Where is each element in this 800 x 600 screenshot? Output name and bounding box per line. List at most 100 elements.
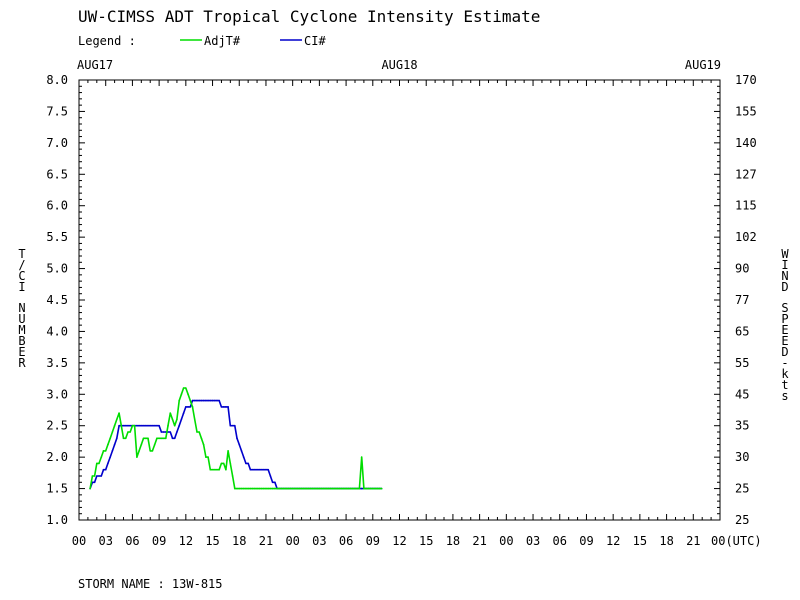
data-point-ci bbox=[162, 431, 165, 433]
data-point-adjt bbox=[365, 487, 367, 490]
data-point-adjt bbox=[323, 487, 325, 490]
data-point-adjt bbox=[282, 487, 285, 490]
data-point-adjt bbox=[133, 424, 136, 427]
data-point-ci bbox=[207, 399, 209, 402]
data-point-ci bbox=[262, 468, 265, 471]
data-point-adjt bbox=[249, 487, 252, 490]
data-point-adjt bbox=[289, 487, 292, 490]
y-tick-label-left: 7.0 bbox=[46, 136, 68, 150]
x-tick-label: 03 bbox=[98, 534, 112, 548]
data-point-adjt bbox=[325, 487, 327, 490]
data-point-adjt bbox=[209, 468, 212, 471]
y-tick-label-right: 65 bbox=[735, 324, 749, 338]
data-point-adjt bbox=[274, 487, 276, 490]
y-tick-label-right: 25 bbox=[735, 482, 749, 496]
x-tick-label: 03 bbox=[526, 534, 540, 548]
data-point-adjt bbox=[144, 437, 147, 440]
x-tick-label: 09 bbox=[579, 534, 593, 548]
data-point-ci bbox=[98, 475, 100, 477]
data-point-ci bbox=[238, 443, 241, 446]
data-point-adjt bbox=[329, 487, 332, 490]
date-labels: AUG17 AUG18 AUG19 bbox=[77, 58, 721, 72]
axis-title-char: I bbox=[781, 258, 788, 272]
data-point-ci bbox=[258, 468, 261, 471]
data-point-adjt bbox=[202, 443, 205, 446]
data-point-adjt bbox=[307, 487, 310, 490]
data-point-ci bbox=[200, 399, 203, 402]
x-tick-label: 21 bbox=[259, 534, 273, 548]
data-point-adjt bbox=[200, 437, 203, 440]
data-point-adjt bbox=[314, 487, 316, 490]
data-point-adjt bbox=[158, 437, 160, 440]
y-tick-label-left: 4.5 bbox=[46, 293, 68, 307]
data-point-adjt bbox=[162, 437, 165, 440]
axis-title-char: M bbox=[18, 323, 25, 337]
y-tick-label-left: 7.5 bbox=[46, 104, 68, 118]
data-point-ci bbox=[205, 399, 207, 402]
data-point-adjt bbox=[309, 487, 312, 490]
data-point-adjt bbox=[378, 487, 381, 490]
y-tick-label-right: 102 bbox=[735, 230, 757, 244]
data-point-adjt bbox=[140, 443, 143, 446]
data-point-ci bbox=[249, 468, 252, 471]
data-point-adjt bbox=[302, 487, 305, 490]
series-line-adjt bbox=[89, 387, 382, 490]
y-tick-label-right: 55 bbox=[735, 356, 749, 370]
data-point-adjt bbox=[129, 431, 131, 433]
data-point-adjt bbox=[305, 487, 307, 490]
y-tick-label-right: 77 bbox=[735, 293, 749, 307]
data-point-ci bbox=[169, 431, 172, 433]
data-point-ci bbox=[245, 462, 247, 465]
x-tick-label: 00 bbox=[72, 534, 86, 548]
series-line-ci bbox=[89, 399, 382, 490]
data-point-adjt bbox=[298, 487, 301, 490]
axis-title-char: s bbox=[781, 389, 788, 403]
data-point-adjt bbox=[131, 424, 134, 427]
x-tick-label: 15 bbox=[633, 534, 647, 548]
data-point-adjt bbox=[205, 456, 207, 458]
data-point-adjt bbox=[334, 487, 336, 490]
data-point-adjt bbox=[376, 487, 379, 490]
data-point-ci bbox=[127, 424, 129, 427]
data-point-adjt bbox=[374, 487, 376, 490]
axis-title-char: B bbox=[18, 334, 25, 348]
x-tick-label: 15 bbox=[419, 534, 433, 548]
data-point-ci bbox=[124, 424, 127, 427]
x-tick-label: 06 bbox=[125, 534, 139, 548]
data-point-ci bbox=[96, 475, 98, 477]
data-point-adjt bbox=[238, 487, 241, 490]
data-point-ci bbox=[158, 424, 160, 427]
data-point-ci bbox=[269, 475, 272, 477]
x-tick-label: 00 bbox=[499, 534, 513, 548]
data-point-ci bbox=[185, 406, 187, 408]
x-tick-label: 12 bbox=[179, 534, 193, 548]
data-point-adjt bbox=[113, 424, 116, 427]
axis-title-char: T bbox=[18, 247, 25, 261]
data-point-ci bbox=[274, 481, 276, 484]
data-point-adjt bbox=[354, 487, 356, 490]
data-point-ci bbox=[100, 475, 103, 477]
date-label: AUG18 bbox=[381, 58, 417, 72]
data-point-ci bbox=[260, 468, 263, 471]
y-tick-label-right: 127 bbox=[735, 167, 757, 181]
data-point-adjt bbox=[363, 487, 365, 490]
data-point-adjt bbox=[142, 437, 145, 440]
data-point-adjt bbox=[242, 487, 245, 490]
axis-title-char: S bbox=[781, 301, 788, 315]
data-point-adjt bbox=[185, 387, 187, 389]
data-point-adjt bbox=[149, 450, 152, 452]
data-point-adjt bbox=[358, 487, 361, 490]
data-point-adjt bbox=[116, 418, 118, 421]
y-tick-label-left: 2.0 bbox=[46, 450, 68, 464]
axis-title-char: W bbox=[781, 247, 789, 261]
data-point-ci bbox=[173, 437, 176, 440]
x-tick-label: 06 bbox=[553, 534, 567, 548]
data-point-ci bbox=[180, 418, 183, 421]
chart-title: UW-CIMSS ADT Tropical Cyclone Intensity … bbox=[78, 7, 540, 26]
data-point-adjt bbox=[91, 475, 94, 477]
data-point-adjt bbox=[207, 456, 209, 458]
data-point-adjt bbox=[229, 462, 232, 465]
data-point-adjt bbox=[296, 487, 298, 490]
